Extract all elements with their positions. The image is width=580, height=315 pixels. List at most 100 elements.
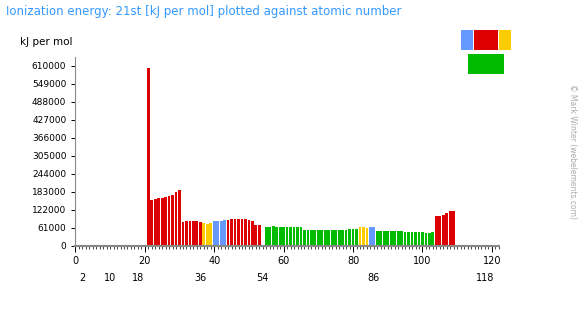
Bar xyxy=(272,226,274,246)
Text: 10: 10 xyxy=(104,273,116,284)
Bar xyxy=(223,220,226,246)
Bar xyxy=(282,227,285,246)
Bar xyxy=(234,219,237,246)
Bar xyxy=(182,222,184,246)
Text: 54: 54 xyxy=(256,273,269,284)
Bar xyxy=(161,198,164,246)
Bar xyxy=(324,230,327,246)
Bar xyxy=(393,231,396,246)
Text: kJ per mol: kJ per mol xyxy=(20,37,73,47)
Bar xyxy=(171,195,174,246)
Bar xyxy=(178,190,181,246)
Bar xyxy=(310,230,313,246)
Bar xyxy=(237,219,240,246)
Bar xyxy=(383,231,386,246)
Bar xyxy=(327,230,330,246)
Bar xyxy=(188,221,191,246)
Bar xyxy=(164,197,167,246)
Bar xyxy=(289,227,292,246)
Bar xyxy=(147,68,150,246)
Bar xyxy=(376,231,379,246)
Bar xyxy=(452,211,455,246)
Bar xyxy=(296,227,299,246)
Bar xyxy=(258,225,261,246)
Bar xyxy=(379,231,382,246)
Bar xyxy=(414,232,417,246)
Bar xyxy=(209,223,212,246)
Bar xyxy=(255,225,258,246)
Bar xyxy=(154,199,157,246)
Text: 2: 2 xyxy=(79,273,85,284)
Bar xyxy=(438,215,441,246)
Bar xyxy=(216,221,219,246)
Bar xyxy=(157,198,160,246)
Bar xyxy=(195,221,198,246)
Text: 36: 36 xyxy=(194,273,206,284)
Bar xyxy=(461,30,473,50)
Bar xyxy=(175,192,177,246)
Bar xyxy=(348,229,351,246)
Bar xyxy=(407,232,410,246)
Bar xyxy=(400,231,403,246)
Bar xyxy=(449,211,452,246)
Bar xyxy=(351,229,354,246)
Bar xyxy=(372,227,375,246)
Bar xyxy=(320,230,323,246)
Bar xyxy=(355,229,358,246)
Bar xyxy=(199,222,202,246)
Bar xyxy=(317,230,320,246)
Bar xyxy=(365,228,368,246)
Bar xyxy=(230,220,233,246)
Bar xyxy=(248,220,251,246)
Bar xyxy=(334,230,337,246)
Bar xyxy=(300,227,302,246)
Bar xyxy=(338,230,340,246)
Bar xyxy=(474,30,498,50)
Bar xyxy=(421,232,424,246)
Bar xyxy=(269,227,271,246)
Bar xyxy=(442,215,445,246)
Bar xyxy=(435,216,438,246)
Text: 118: 118 xyxy=(476,273,494,284)
Bar xyxy=(345,230,347,246)
Bar xyxy=(499,30,510,50)
Bar xyxy=(213,221,216,246)
Bar xyxy=(445,213,448,246)
Bar xyxy=(192,221,195,246)
Bar xyxy=(404,232,407,246)
Bar xyxy=(279,226,281,246)
Bar xyxy=(303,230,306,246)
Bar xyxy=(206,224,209,246)
Bar xyxy=(241,219,244,246)
Bar xyxy=(293,226,295,246)
Text: 86: 86 xyxy=(368,273,380,284)
Bar xyxy=(390,231,393,246)
Text: Ionization energy: 21st [kJ per mol] plotted against atomic number: Ionization energy: 21st [kJ per mol] plo… xyxy=(6,5,401,18)
Bar xyxy=(150,200,153,246)
Bar xyxy=(265,227,267,246)
Bar xyxy=(397,231,400,246)
Bar xyxy=(331,230,333,246)
Bar xyxy=(418,232,420,246)
Bar xyxy=(307,230,309,246)
Bar xyxy=(369,226,372,246)
Bar xyxy=(202,223,205,246)
Bar xyxy=(168,196,171,246)
Bar xyxy=(362,227,365,246)
Bar xyxy=(386,231,389,246)
Bar xyxy=(467,54,504,74)
Text: © Mark Winter (webelements.com): © Mark Winter (webelements.com) xyxy=(568,84,577,219)
Bar xyxy=(185,221,188,246)
Bar xyxy=(286,227,288,246)
Bar xyxy=(341,230,344,246)
Bar xyxy=(251,221,254,246)
Bar xyxy=(313,230,316,246)
Bar xyxy=(425,233,427,246)
Bar xyxy=(428,233,431,246)
Bar xyxy=(432,232,434,246)
Bar xyxy=(276,226,278,246)
Bar xyxy=(220,221,223,246)
Bar xyxy=(227,220,230,246)
Bar xyxy=(358,227,361,246)
Text: 18: 18 xyxy=(132,273,144,284)
